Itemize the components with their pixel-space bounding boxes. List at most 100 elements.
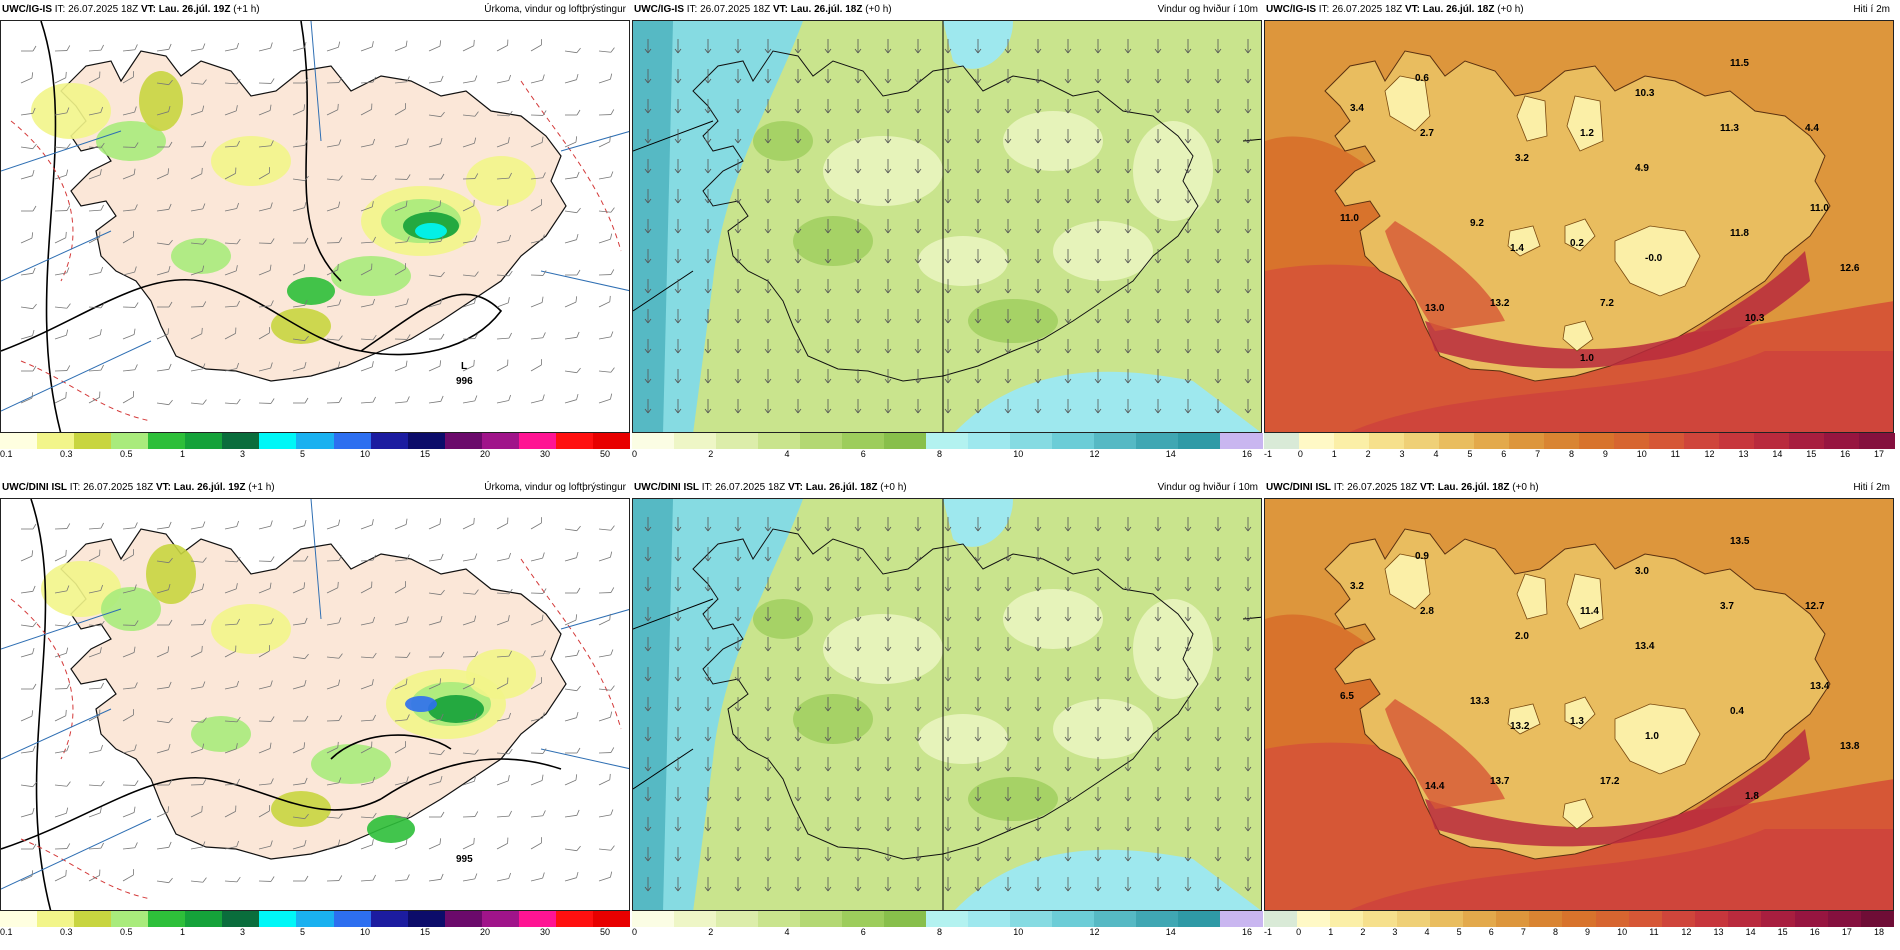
wind-map[interactable] [632, 498, 1262, 911]
wind-arrow [1034, 279, 1042, 294]
wind-barb [496, 810, 512, 818]
wind-barb [54, 683, 71, 690]
wind-barb [224, 78, 241, 85]
wind-barb [496, 677, 509, 690]
wind-arrow [1034, 787, 1042, 802]
wind-barb [88, 549, 101, 562]
wind-arrow [1214, 787, 1222, 802]
wind-arrow [1154, 309, 1162, 324]
wind-barb [122, 869, 134, 882]
wind-arrow [1184, 817, 1192, 832]
wind-arrow [1064, 787, 1072, 802]
wind-arrow [1154, 369, 1162, 384]
wind-arrow [1214, 279, 1222, 294]
wind-barb [496, 394, 512, 404]
wind-barb [88, 266, 104, 276]
panel-header: UWC/DINI ISL IT: 26.07.2025 18Z VT: Lau.… [1264, 478, 1894, 498]
temp-map[interactable]: 0.6 3.4 2.7 3.2 1.2 10.3 11.5 11.3 4.4 4.9 11.0 9.2… [1264, 20, 1894, 433]
wind-map[interactable] [632, 20, 1262, 433]
wind-arrow [734, 159, 742, 174]
wind-barb [88, 106, 104, 116]
wind-barb [564, 367, 581, 374]
wind-arrow [1064, 309, 1072, 324]
graticule-line [1, 130, 122, 172]
wind-arrow [704, 727, 712, 742]
wind-arrow [1244, 159, 1252, 174]
wind-arrow [1124, 697, 1132, 712]
wind-barb [394, 776, 409, 786]
valid-time: VT: Lau. 26.júl. 19Z [140, 4, 231, 15]
wind-arrow [1124, 189, 1132, 204]
colorbar-swatch [1754, 433, 1790, 449]
low-pressure-value: 996 [456, 376, 473, 387]
colorbar-swatch [1595, 911, 1630, 927]
wind-arrow [764, 847, 772, 862]
wind-arrow [764, 279, 772, 294]
valid-time: VT: Lau. 26.júl. 19Z [155, 482, 246, 493]
wind-barb [258, 167, 270, 180]
wind-barb [326, 299, 342, 308]
wind-barb [54, 231, 67, 244]
wind-arrow [794, 309, 802, 324]
wind-arrow [704, 637, 712, 652]
precip-map[interactable]: 995 [0, 498, 630, 911]
wind-arrow [674, 39, 682, 54]
wind-arrow [674, 399, 682, 414]
wind-barb [428, 873, 444, 882]
colorbar-swatch [758, 911, 801, 927]
precip-map[interactable]: L 996 [0, 20, 630, 433]
wind-barb [496, 234, 512, 244]
issue-time: IT: 26.07.2025 18Z [1318, 4, 1403, 15]
wind-barb [88, 709, 101, 722]
wind-arrow [734, 339, 742, 354]
temperature-label: 0.4 [1730, 706, 1744, 717]
wind-barb [292, 41, 307, 52]
temperature-label: 13.8 [1840, 741, 1860, 752]
colorbar [1264, 911, 1895, 927]
colorbar-swatch [1496, 911, 1530, 927]
isobar [40, 21, 62, 432]
wind-arrow [704, 69, 712, 84]
wind-arrow [1094, 637, 1102, 652]
strong-wind-area [955, 849, 1261, 910]
colorbar-swatch [758, 433, 801, 449]
colorbar-swatch [148, 433, 186, 449]
wind-arrow [1034, 667, 1042, 682]
wind-arrow [734, 547, 742, 562]
wind-barb [156, 717, 173, 724]
wind-arrow [824, 279, 832, 294]
colorbar-tick-label: 0.5 [120, 449, 133, 459]
temp-map[interactable]: 0.9 3.2 2.8 2.0 11.4 3.0 13.5 3.7 12.7 13.4 6.5 13.… [1264, 498, 1894, 911]
wind-arrow [764, 727, 772, 742]
wind-barb [598, 47, 615, 53]
temperature-label: 13.3 [1470, 696, 1490, 707]
wind-barb [292, 335, 309, 342]
calm-area [1053, 699, 1153, 759]
colorbar-tick-label: 12 [1089, 449, 1100, 459]
colorbar-tick-label: 5 [1456, 927, 1462, 937]
wind-barb [428, 137, 443, 148]
wind-arrow [944, 369, 952, 384]
calm-area [918, 236, 1008, 286]
wind-barb [360, 174, 377, 181]
colorbar-tick-label: 0 [632, 927, 638, 937]
wind-arrow [914, 727, 922, 742]
wind-barb [258, 264, 272, 276]
wind-barb [564, 845, 581, 852]
precip-area [31, 83, 111, 139]
precip-area [41, 561, 121, 617]
colorbar-swatch [884, 433, 927, 449]
wind-barb [598, 871, 613, 882]
temperature-contour [20, 838, 152, 900]
colorbar-swatch [37, 433, 75, 449]
wind-barb [428, 235, 444, 244]
wind-arrow [854, 847, 862, 862]
wind-arrow [1214, 637, 1222, 652]
colorbar-tick-label: 3 [240, 449, 246, 459]
wind-arrow [1184, 547, 1192, 562]
wind-arrow [1184, 279, 1192, 294]
wind-barb [122, 584, 137, 594]
wind-barb [258, 362, 273, 372]
colorbar-tick-label: 5 [300, 449, 306, 459]
wind-barb [462, 297, 477, 308]
